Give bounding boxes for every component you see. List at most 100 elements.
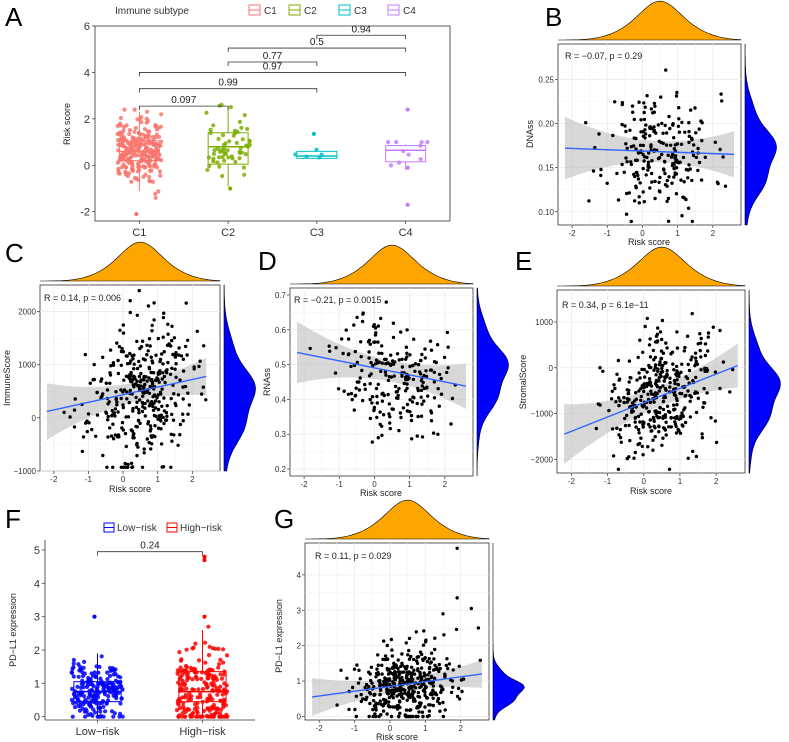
data-point (352, 408, 356, 412)
data-point (415, 401, 419, 406)
data-point (676, 383, 681, 387)
data-point (627, 423, 631, 428)
data-point (133, 148, 138, 153)
x-tick-label: 2 (458, 724, 463, 733)
data-point (624, 129, 628, 134)
data-point (443, 675, 447, 679)
data-point (383, 657, 388, 662)
data-point (216, 155, 222, 160)
data-point (378, 693, 382, 697)
x-tick-label: -2 (569, 229, 577, 238)
data-point (141, 137, 146, 142)
data-point (391, 692, 396, 696)
data-point (597, 132, 601, 136)
data-point (206, 653, 212, 658)
data-point (433, 663, 437, 667)
data-point (132, 176, 137, 181)
data-point (405, 402, 410, 407)
data-point (193, 670, 198, 675)
data-point (455, 546, 459, 551)
data-point (179, 354, 184, 358)
data-point (342, 389, 346, 393)
data-point (187, 691, 192, 696)
data-point (138, 346, 142, 351)
data-point (421, 643, 426, 647)
data-point (94, 688, 99, 693)
data-point (204, 398, 208, 402)
data-point (637, 195, 641, 199)
data-point (584, 121, 588, 125)
data-point (87, 421, 91, 425)
data-point (158, 143, 163, 148)
data-point (129, 179, 134, 184)
data-point (441, 612, 445, 616)
right-density-g (492, 543, 525, 721)
top-density-c (40, 241, 221, 282)
data-point (355, 380, 359, 384)
data-point (670, 152, 675, 156)
data-point (380, 663, 384, 667)
data-point (639, 436, 643, 440)
data-point (412, 668, 416, 672)
data-point (137, 359, 141, 364)
data-point (151, 361, 155, 365)
data-point (445, 370, 449, 375)
data-point (118, 328, 122, 332)
data-point (111, 437, 116, 441)
data-point (688, 393, 692, 398)
data-point (220, 173, 225, 179)
data-point (395, 707, 400, 711)
data-point (399, 330, 403, 334)
data-point (371, 714, 375, 719)
data-point (397, 714, 401, 719)
data-point (641, 453, 645, 457)
data-point (661, 399, 666, 404)
data-point (694, 362, 698, 366)
data-point (454, 627, 459, 632)
data-point (335, 703, 339, 707)
data-point (247, 142, 252, 147)
data-point (376, 340, 380, 344)
data-point (130, 163, 135, 168)
data-point (171, 352, 175, 357)
data-point (656, 156, 661, 161)
data-point (216, 665, 221, 670)
data-point (181, 397, 185, 401)
data-point (132, 153, 138, 158)
data-point (369, 678, 373, 683)
data-point (431, 703, 435, 708)
data-point (132, 432, 136, 436)
data-point (170, 338, 174, 343)
data-point (676, 124, 681, 128)
data-point (687, 368, 692, 373)
data-point (387, 402, 391, 406)
data-point (660, 369, 664, 374)
data-point (350, 397, 354, 402)
data-point (180, 714, 185, 719)
data-point (400, 661, 404, 665)
x-tick-label: Low−risk (76, 726, 120, 738)
data-point (137, 131, 143, 137)
data-point (191, 645, 196, 650)
data-point (647, 409, 651, 414)
data-point (427, 703, 431, 707)
data-point (400, 692, 404, 696)
data-point (446, 366, 450, 370)
data-point (381, 709, 386, 713)
data-point (690, 178, 694, 183)
data-point (634, 391, 638, 395)
data-point (675, 142, 680, 146)
data-point (152, 153, 157, 158)
data-point (110, 666, 115, 671)
data-point (647, 343, 652, 347)
data-point (69, 670, 75, 676)
data-point (373, 712, 377, 716)
legend-item-c3: C3 (338, 4, 367, 17)
data-point (405, 202, 410, 207)
data-point (398, 700, 402, 704)
data-point (427, 714, 431, 718)
data-point (135, 366, 140, 371)
data-point (651, 348, 656, 353)
data-point (196, 687, 201, 692)
data-point (166, 343, 171, 347)
